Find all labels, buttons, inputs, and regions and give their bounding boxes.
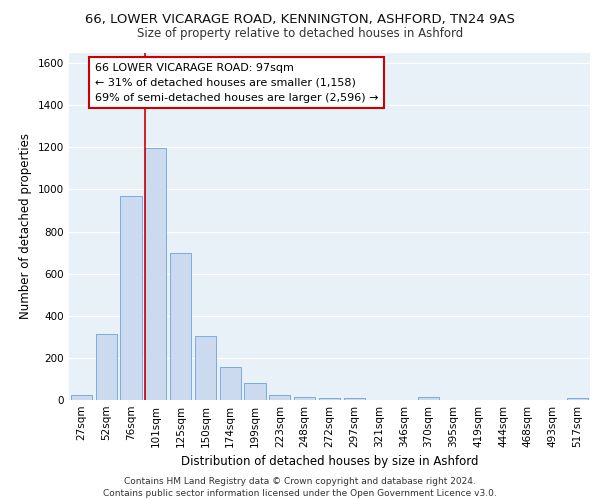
Bar — [145, 148, 166, 400]
Bar — [344, 398, 365, 400]
Text: 66, LOWER VICARAGE ROAD, KENNINGTON, ASHFORD, TN24 9AS: 66, LOWER VICARAGE ROAD, KENNINGTON, ASH… — [85, 12, 515, 26]
Bar — [95, 334, 117, 400]
Bar — [170, 252, 191, 400]
Bar — [244, 383, 266, 400]
Bar — [71, 394, 92, 400]
Bar — [319, 398, 340, 400]
Bar — [195, 336, 216, 400]
Text: 66 LOWER VICARAGE ROAD: 97sqm
← 31% of detached houses are smaller (1,158)
69% o: 66 LOWER VICARAGE ROAD: 97sqm ← 31% of d… — [95, 63, 379, 102]
Bar — [567, 398, 588, 400]
Bar — [220, 368, 241, 400]
Y-axis label: Number of detached properties: Number of detached properties — [19, 133, 32, 320]
Text: Contains HM Land Registry data © Crown copyright and database right 2024.
Contai: Contains HM Land Registry data © Crown c… — [103, 476, 497, 498]
Bar — [418, 397, 439, 400]
X-axis label: Distribution of detached houses by size in Ashford: Distribution of detached houses by size … — [181, 456, 478, 468]
Text: Size of property relative to detached houses in Ashford: Size of property relative to detached ho… — [137, 28, 463, 40]
Bar — [269, 394, 290, 400]
Bar — [121, 196, 142, 400]
Bar — [294, 397, 315, 400]
